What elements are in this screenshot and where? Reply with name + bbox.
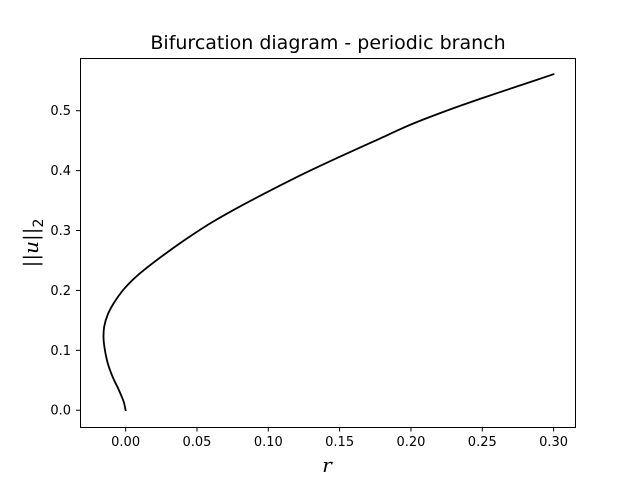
- x-axis-label: r: [322, 453, 333, 477]
- axes-frame: [80, 58, 576, 428]
- y-tick-label: 0.3: [50, 224, 71, 239]
- chart-title: Bifurcation diagram - periodic branch: [150, 32, 505, 54]
- y-tick-label: 0.4: [50, 164, 71, 179]
- y-axis-label: ||u||2: [19, 219, 47, 268]
- y-tick-label: 0.2: [50, 284, 71, 299]
- y-axis-ticks: 0.0 0.1 0.2 0.3 0.4 0.5: [50, 104, 80, 419]
- y-axis-label-base: ||u||: [19, 228, 44, 268]
- x-tick-label: 0.15: [325, 435, 354, 450]
- periodic-branch-line: [102, 73, 555, 412]
- x-tick-label: 0.10: [254, 435, 283, 450]
- x-tick-label: 0.25: [468, 435, 497, 450]
- y-tick-label: 0.5: [50, 104, 71, 119]
- x-tick-label: 0.30: [539, 435, 568, 450]
- plot-area: 0.00 0.05 0.10 0.15 0.20 0.25 0.30 0.00.10.20.…: [50, 58, 576, 450]
- y-axis-label-subscript: 2: [31, 219, 47, 228]
- x-tick-label: 0.05: [182, 435, 211, 450]
- y-tick-label: 0.1: [50, 344, 71, 359]
- x-tick-label: 0.20: [396, 435, 425, 450]
- y-tick-label: 0.0: [50, 404, 71, 419]
- x-tick-label: 0.00: [111, 435, 140, 450]
- x-axis-ticks: 0.00 0.05 0.10 0.15 0.20 0.25 0.30: [111, 427, 568, 450]
